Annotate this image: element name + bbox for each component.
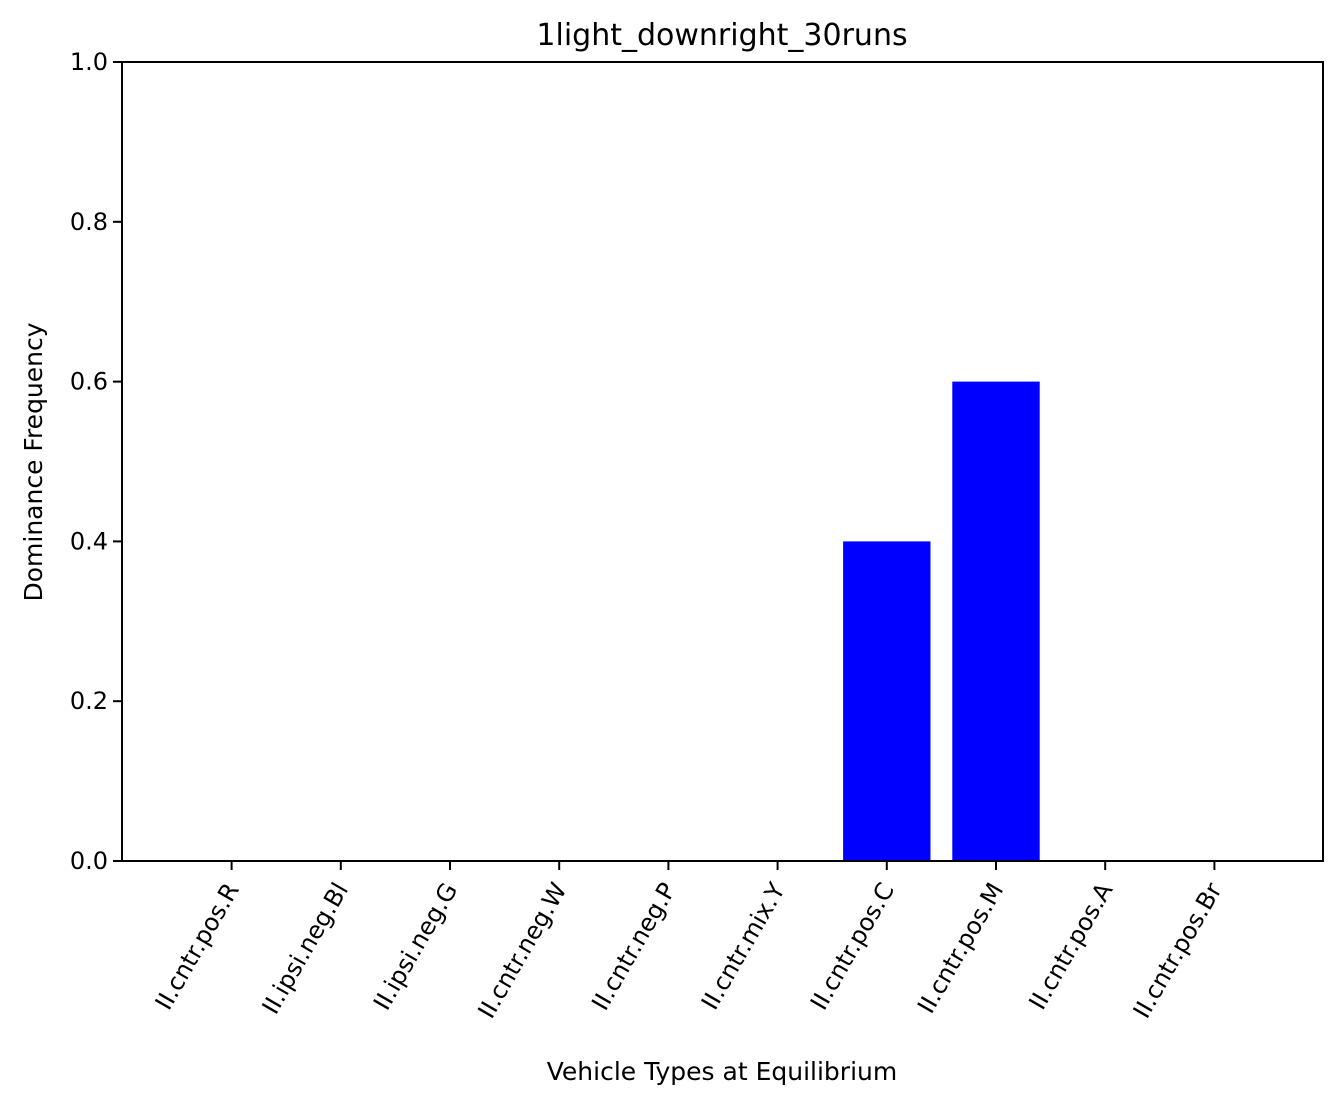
y-tick-label: 0.8 <box>70 208 108 236</box>
x-tick-label: II.ipsi.neg.Bl <box>257 878 354 1019</box>
bar <box>952 381 1040 861</box>
y-tick-label: 0.4 <box>70 527 108 555</box>
x-axis: II.cntr.pos.R II.ipsi.neg.Bl II.ipsi.neg.G… <box>150 861 1228 1023</box>
y-tick-label: 0.6 <box>70 368 108 396</box>
x-axis-label: Vehicle Types at Equilibrium <box>547 1057 897 1086</box>
y-tick-label: 0.2 <box>70 687 108 715</box>
y-axis-label: Dominance Frequency <box>19 322 48 601</box>
x-tick-label: II.cntr.pos.C <box>805 878 900 1015</box>
y-tick-label: 1.0 <box>70 48 108 76</box>
bar <box>843 541 931 861</box>
x-tick-label: II.ipsi.neg.G <box>368 878 463 1015</box>
x-tick-label: II.cntr.pos.M <box>912 878 1009 1018</box>
x-tick-label: II.cntr.mix.Y <box>696 878 791 1015</box>
x-tick-label: II.cntr.neg.P <box>586 878 681 1015</box>
x-tick-label: II.cntr.pos.R <box>150 878 245 1015</box>
x-tick-label: II.cntr.pos.Br <box>1128 878 1228 1023</box>
y-axis: 0.0 0.2 0.4 0.6 0.8 1.0 <box>70 48 122 875</box>
y-tick-label: 0.0 <box>70 847 108 875</box>
x-tick-label: II.cntr.neg.W <box>472 878 572 1023</box>
plot-frame <box>121 61 1324 862</box>
bars <box>843 381 1040 861</box>
x-tick-label: II.cntr.pos.A <box>1023 878 1118 1015</box>
chart-title: 1light_downright_30runs <box>536 18 907 53</box>
